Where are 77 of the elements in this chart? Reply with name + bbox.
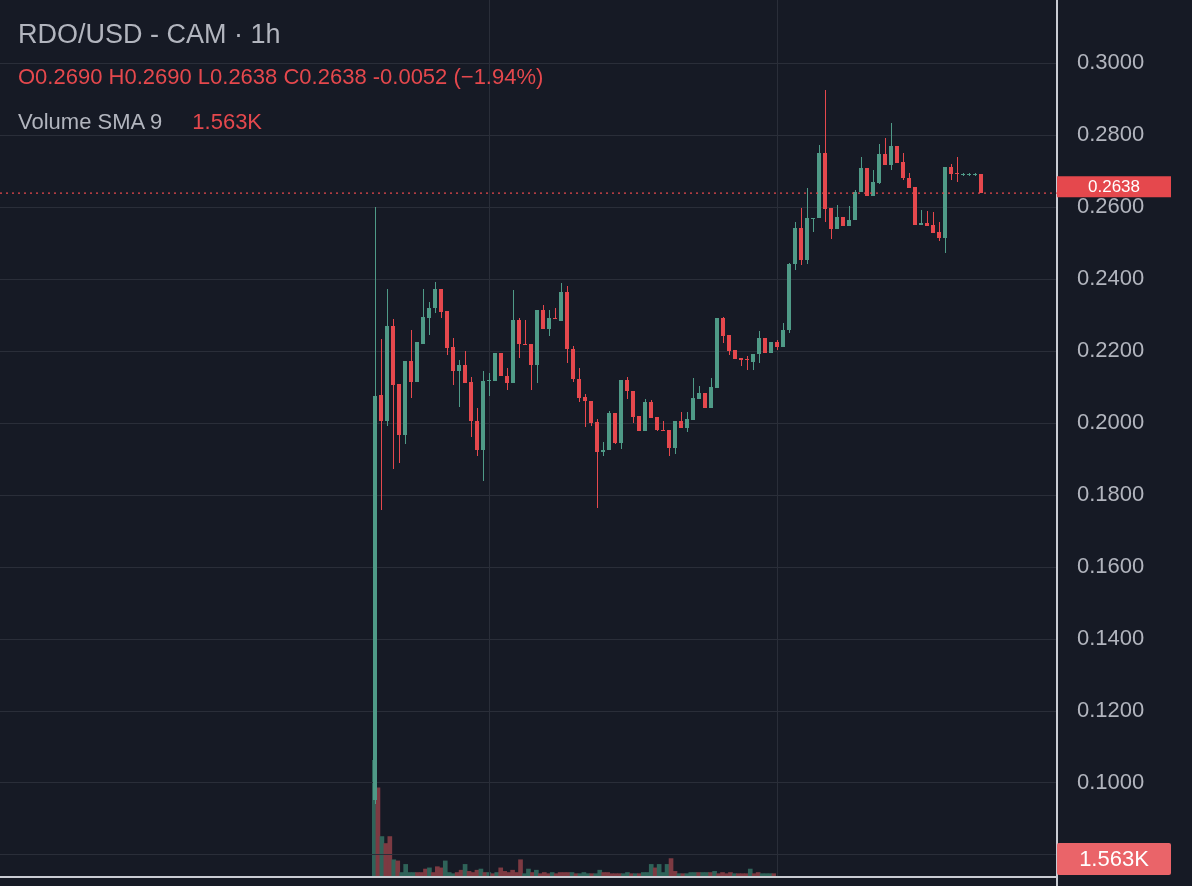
candlestick [553, 308, 557, 319]
bar [609, 873, 614, 876]
y-tick-label: 0.2200 [1077, 336, 1145, 362]
bar [755, 872, 761, 876]
bar [629, 873, 634, 876]
bar [676, 873, 682, 876]
bar [391, 859, 397, 876]
bar [771, 873, 776, 876]
bar [502, 871, 508, 876]
candlestick [523, 320, 527, 345]
bar [510, 869, 515, 876]
text: O0.2690 H0.2690 L0.2638 C0.2638 -0.0052 (−1.94%) [18, 64, 544, 90]
bar [549, 872, 555, 876]
bar [577, 873, 583, 876]
bar [767, 873, 773, 876]
bar [490, 873, 496, 876]
y-tick-label: 0.1400 [1077, 624, 1145, 650]
bar [613, 873, 618, 876]
bar [720, 872, 725, 876]
candlestick [955, 157, 959, 182]
candlestick [487, 373, 491, 396]
bar [617, 873, 622, 876]
bar [732, 873, 737, 876]
bar [534, 869, 539, 876]
y-tick-label: 0.2800 [1077, 120, 1145, 146]
text: 1.563K [192, 109, 263, 134]
bar [633, 873, 638, 876]
text: 1.563K [1057, 843, 1171, 875]
y-tick-label: 0.3000 [1077, 49, 1145, 75]
bar [545, 873, 551, 876]
bar [684, 873, 690, 876]
bar [593, 873, 599, 876]
bar [498, 867, 504, 876]
bar [763, 873, 769, 876]
bar [759, 873, 765, 876]
candlestick [811, 218, 815, 232]
bar [435, 866, 440, 876]
bar [541, 872, 547, 876]
bar [442, 860, 448, 876]
y-tick-label: 0.1200 [1077, 696, 1145, 722]
bar [625, 872, 630, 876]
bar [724, 873, 729, 876]
y-tick-label: 0.2000 [1077, 408, 1145, 434]
bar [740, 873, 745, 876]
bar [395, 860, 401, 876]
bar [522, 873, 527, 876]
y-tick-label: 0.1000 [1077, 768, 1145, 794]
text: Volume SMA 9 [18, 109, 163, 134]
text: RDO/USD - CAM · 1h [18, 19, 281, 50]
bar [427, 867, 432, 876]
bar [589, 873, 595, 876]
bar [621, 873, 626, 876]
bar [553, 873, 559, 876]
bar [637, 873, 642, 876]
bar [743, 873, 749, 876]
bar [450, 873, 456, 876]
bar [597, 869, 603, 876]
bar [538, 873, 543, 876]
bar [716, 873, 721, 876]
candlestick [661, 421, 665, 431]
bar [605, 872, 610, 876]
bar [736, 873, 741, 876]
bar [728, 872, 733, 876]
bar [387, 836, 393, 876]
y-tick-label: 0.1800 [1077, 480, 1145, 506]
bar [518, 859, 523, 876]
bar [648, 864, 654, 876]
bar [747, 868, 753, 876]
y-tick-label: 0.1600 [1077, 552, 1145, 578]
bar [751, 873, 757, 876]
y-tick-label: 0.2400 [1077, 264, 1145, 290]
bar [403, 864, 408, 876]
bar [526, 868, 531, 876]
candlestick [745, 356, 749, 370]
bar [680, 873, 686, 876]
bar [712, 871, 717, 876]
bar [573, 873, 579, 876]
